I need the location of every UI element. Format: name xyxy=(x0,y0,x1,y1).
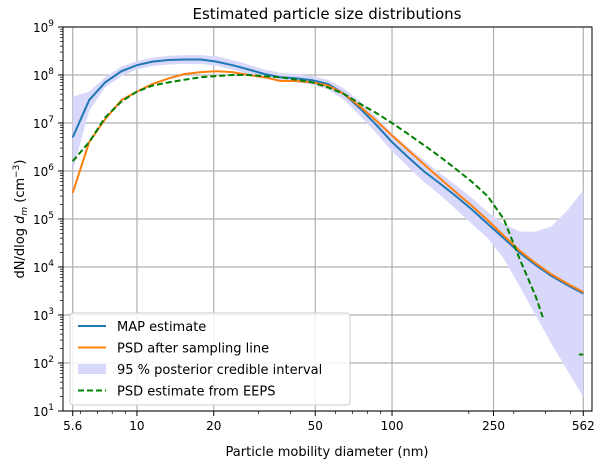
legend-label: PSD after sampling line xyxy=(117,342,269,357)
y-tick-label: 103 xyxy=(33,307,54,323)
plot-frame xyxy=(62,26,593,412)
legend-swatch-band xyxy=(78,364,106,374)
legend-box xyxy=(69,312,351,406)
y-tick-label: 107 xyxy=(33,115,54,131)
series-line-psd-after-sampling xyxy=(71,70,584,293)
x-tick-label: 5.6 xyxy=(63,419,82,433)
legend-label: PSD estimate from EEPS xyxy=(117,385,275,400)
y-tick-label: 106 xyxy=(33,163,54,179)
series-line-eeps xyxy=(71,74,544,318)
legend: MAP estimate PSD after sampling line 95 % … xyxy=(69,312,351,406)
x-tick-label: 10 xyxy=(129,419,144,433)
y-axis-label: dN/dlog dm (cm−3) xyxy=(12,160,30,279)
credible-interval-band xyxy=(72,55,584,397)
y-tick-label: 108 xyxy=(33,67,54,83)
series-layer xyxy=(71,55,584,397)
x-tick-label: 100 xyxy=(381,419,404,433)
x-axis-label: Particle mobility diameter (nm) xyxy=(226,445,429,460)
y-tick-label: 105 xyxy=(33,211,54,227)
legend-label: 95 % posterior credible interval xyxy=(117,363,322,378)
chart-title: Estimated particle size distributions xyxy=(192,5,461,23)
x-tick-label: 250 xyxy=(482,419,505,433)
series-line-map-estimate xyxy=(71,58,584,295)
x-tick-label: 562 xyxy=(572,419,595,433)
y-tick-label: 101 xyxy=(33,403,54,419)
y-tick-label: 102 xyxy=(33,355,54,371)
y-tick-label: 104 xyxy=(33,259,54,275)
x-tick-label: 20 xyxy=(206,419,221,433)
x-tick-label: 50 xyxy=(308,419,323,433)
legend-label: MAP estimate xyxy=(117,320,206,335)
y-tick-label: 109 xyxy=(33,19,54,35)
